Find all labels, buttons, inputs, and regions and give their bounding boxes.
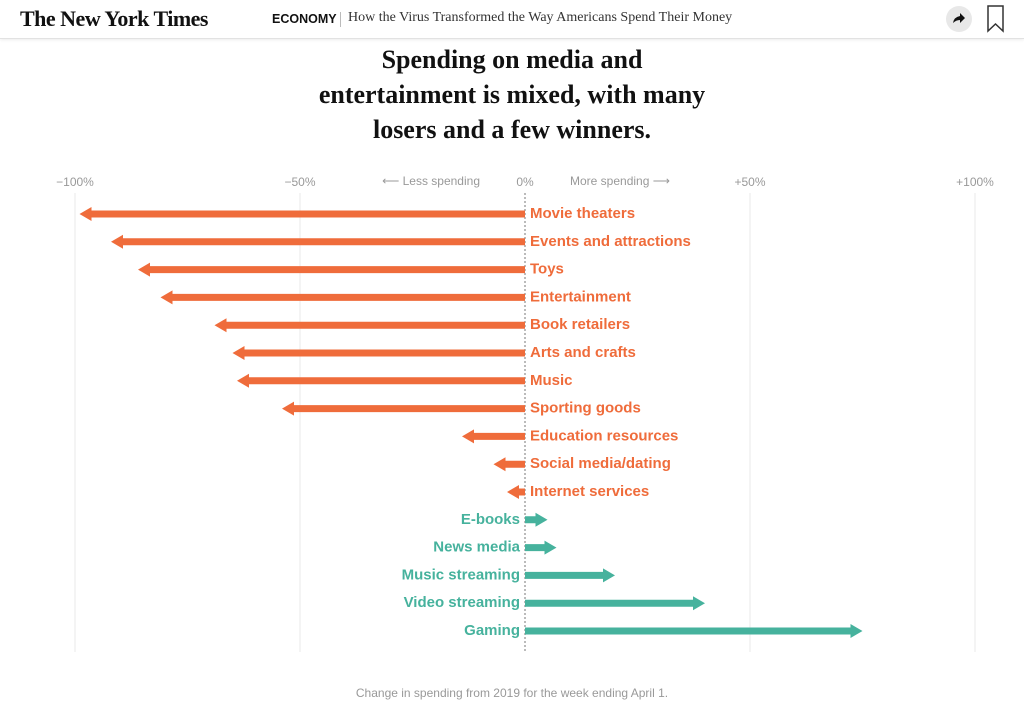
arrow-bar — [493, 457, 525, 472]
arrow-bar — [525, 568, 615, 583]
category-label: Events and attractions — [530, 233, 691, 250]
arrow-bar — [79, 207, 525, 221]
category-label: Movie theaters — [530, 205, 635, 222]
category-label: Internet services — [530, 483, 649, 500]
category-label: Toys — [530, 261, 564, 278]
category-label: Social media/dating — [530, 455, 671, 472]
bookmark-button[interactable] — [986, 5, 1006, 33]
arrow-bar — [214, 318, 525, 333]
top-bar: The New York Times ECONOMY How the Virus… — [0, 0, 1024, 39]
logo[interactable]: The New York Times — [20, 6, 209, 31]
category-label: Entertainment — [530, 288, 631, 305]
category-label: Book retailers — [530, 316, 630, 333]
category-label: Gaming — [464, 622, 520, 639]
category-label: Music streaming — [402, 566, 520, 583]
share-button[interactable] — [944, 4, 974, 34]
arrow-bar — [525, 512, 548, 527]
arrow-bar — [507, 485, 525, 499]
section-label[interactable]: ECONOMY — [272, 12, 337, 26]
arrow-bar — [462, 429, 525, 444]
chart-title: Spending on media and entertainment is m… — [318, 45, 706, 144]
x-tick-label: −50% — [284, 175, 315, 189]
category-label: Education resources — [530, 427, 678, 444]
arrow-bar — [138, 262, 525, 277]
category-label: Music — [530, 372, 573, 389]
article-headline: How the Virus Transformed the Way Americ… — [348, 10, 733, 25]
category-label: Video streaming — [404, 594, 520, 611]
arrow-bar — [525, 624, 863, 638]
separator — [340, 12, 341, 27]
arrow-bar — [282, 401, 525, 416]
arrow-bar — [237, 373, 525, 388]
category-label: News media — [433, 539, 520, 556]
arrow-bar — [111, 234, 525, 249]
arrow-bar — [525, 596, 705, 611]
x-tick-label: 0% — [516, 175, 534, 189]
chart-note: Change in spending from 2019 for the wee… — [356, 686, 668, 700]
arrow-bar — [160, 290, 525, 305]
annotation: ⟵ Less spending — [382, 174, 480, 188]
category-label: Sporting goods — [530, 400, 641, 417]
x-tick-label: +100% — [956, 175, 994, 189]
arrow-bar — [232, 346, 525, 360]
annotation: More spending ⟶ — [570, 174, 670, 188]
x-tick-label: −100% — [56, 175, 94, 189]
arrow-bar — [525, 540, 557, 555]
category-label: Arts and crafts — [530, 344, 636, 361]
x-tick-label: +50% — [734, 175, 765, 189]
category-label: E-books — [461, 511, 520, 528]
